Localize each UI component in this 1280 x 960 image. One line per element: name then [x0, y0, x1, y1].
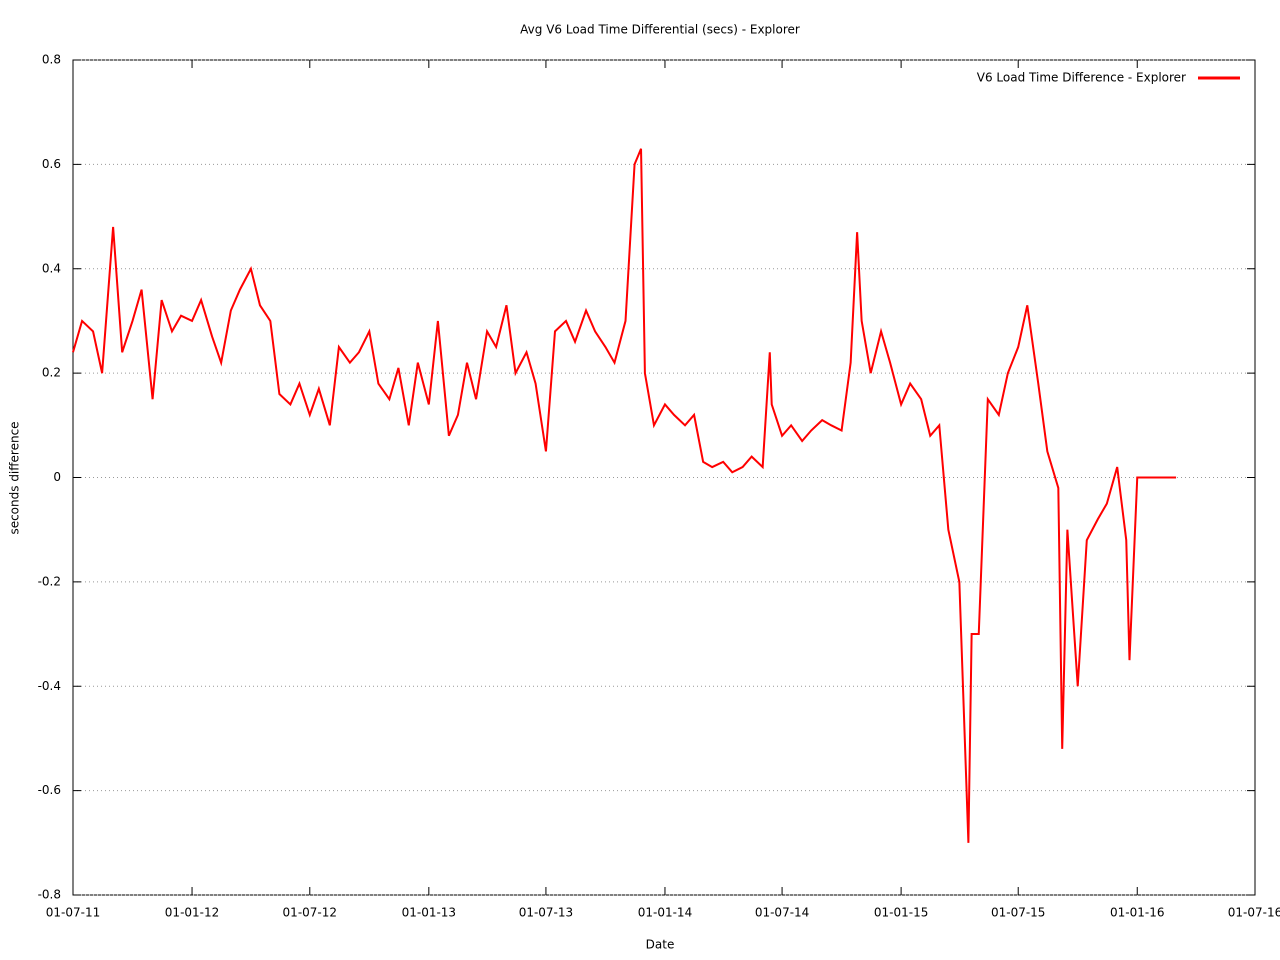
y-tick-label: -0.2 — [38, 574, 61, 588]
y-tick-label: -0.4 — [38, 679, 61, 693]
data-line — [72, 148, 1177, 843]
x-tick-label: 01-01-15 — [874, 906, 928, 920]
x-axis-label: Date — [646, 938, 675, 952]
x-tick-label: 01-07-12 — [283, 906, 337, 920]
y-axis-label: seconds difference — [8, 421, 22, 534]
y-tick-label: -0.6 — [38, 783, 61, 797]
y-tick-label: 0.2 — [42, 366, 61, 380]
x-tick-label: 01-07-15 — [991, 906, 1045, 920]
y-tick-label: 0.4 — [42, 261, 61, 275]
y-tick-label: 0.6 — [42, 157, 61, 171]
legend-label: V6 Load Time Difference - Explorer — [977, 71, 1186, 85]
chart-title: Avg V6 Load Time Differential (secs) - E… — [520, 23, 800, 37]
x-tick-label: 01-01-13 — [402, 906, 456, 920]
y-tick-label: -0.8 — [38, 888, 61, 902]
x-tick-label: 01-07-11 — [46, 906, 100, 920]
x-tick-label: 01-07-16 — [1228, 906, 1280, 920]
x-tick-label: 01-01-16 — [1110, 906, 1164, 920]
x-tick-label: 01-07-14 — [755, 906, 809, 920]
x-tick-label: 01-01-14 — [638, 906, 692, 920]
x-tick-label: 01-01-12 — [165, 906, 219, 920]
y-tick-label: 0.8 — [42, 53, 61, 67]
y-tick-label: 0 — [53, 470, 61, 484]
x-tick-label: 01-07-13 — [519, 906, 573, 920]
